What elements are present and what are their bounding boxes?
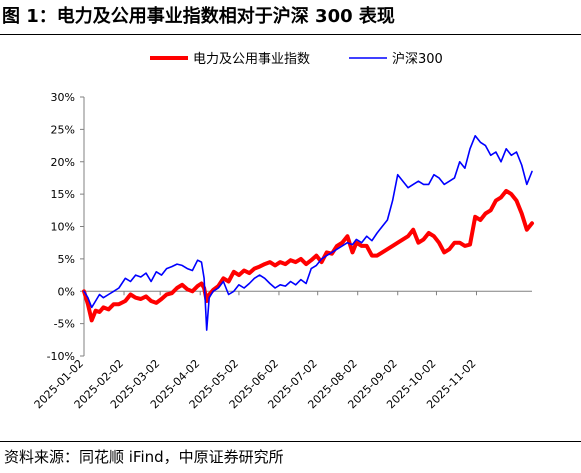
legend-label: 电力及公用事业指数	[193, 52, 310, 67]
y-tick-label: 0%	[58, 285, 75, 298]
legend: 电力及公用事业指数 沪深300	[150, 51, 443, 67]
legend-label: 沪深300	[392, 51, 443, 67]
y-tick-label: 20%	[51, 156, 75, 169]
source-note: 资料来源：同花顺 iFind，中原证券研究所	[4, 448, 284, 466]
y-tick-label: 10%	[51, 221, 75, 234]
line-chart: 电力及公用事业指数 沪深300 -10% -5% 0% 5% 10% 15% 20% 25% 30…	[32, 51, 534, 411]
y-tick-label: -10%	[47, 350, 75, 363]
y-tick-label: 25%	[51, 123, 75, 136]
y-tick-label: -5%	[54, 318, 75, 331]
y-tick-label: 5%	[58, 253, 75, 266]
title-divider	[0, 34, 581, 35]
series-group	[82, 135, 534, 331]
figure-title: 图 1：电力及公用事业指数相对于沪深 300 表现	[2, 6, 395, 27]
y-tick-label: 15%	[51, 188, 75, 201]
series-line-utility-index	[82, 188, 534, 323]
series-line-csi300	[83, 135, 533, 331]
y-tick-label: 30%	[51, 91, 75, 104]
source-divider	[0, 441, 581, 442]
axes: -10%-5%0%5%10%15%20%25%30%2025-01-022025…	[32, 91, 532, 411]
